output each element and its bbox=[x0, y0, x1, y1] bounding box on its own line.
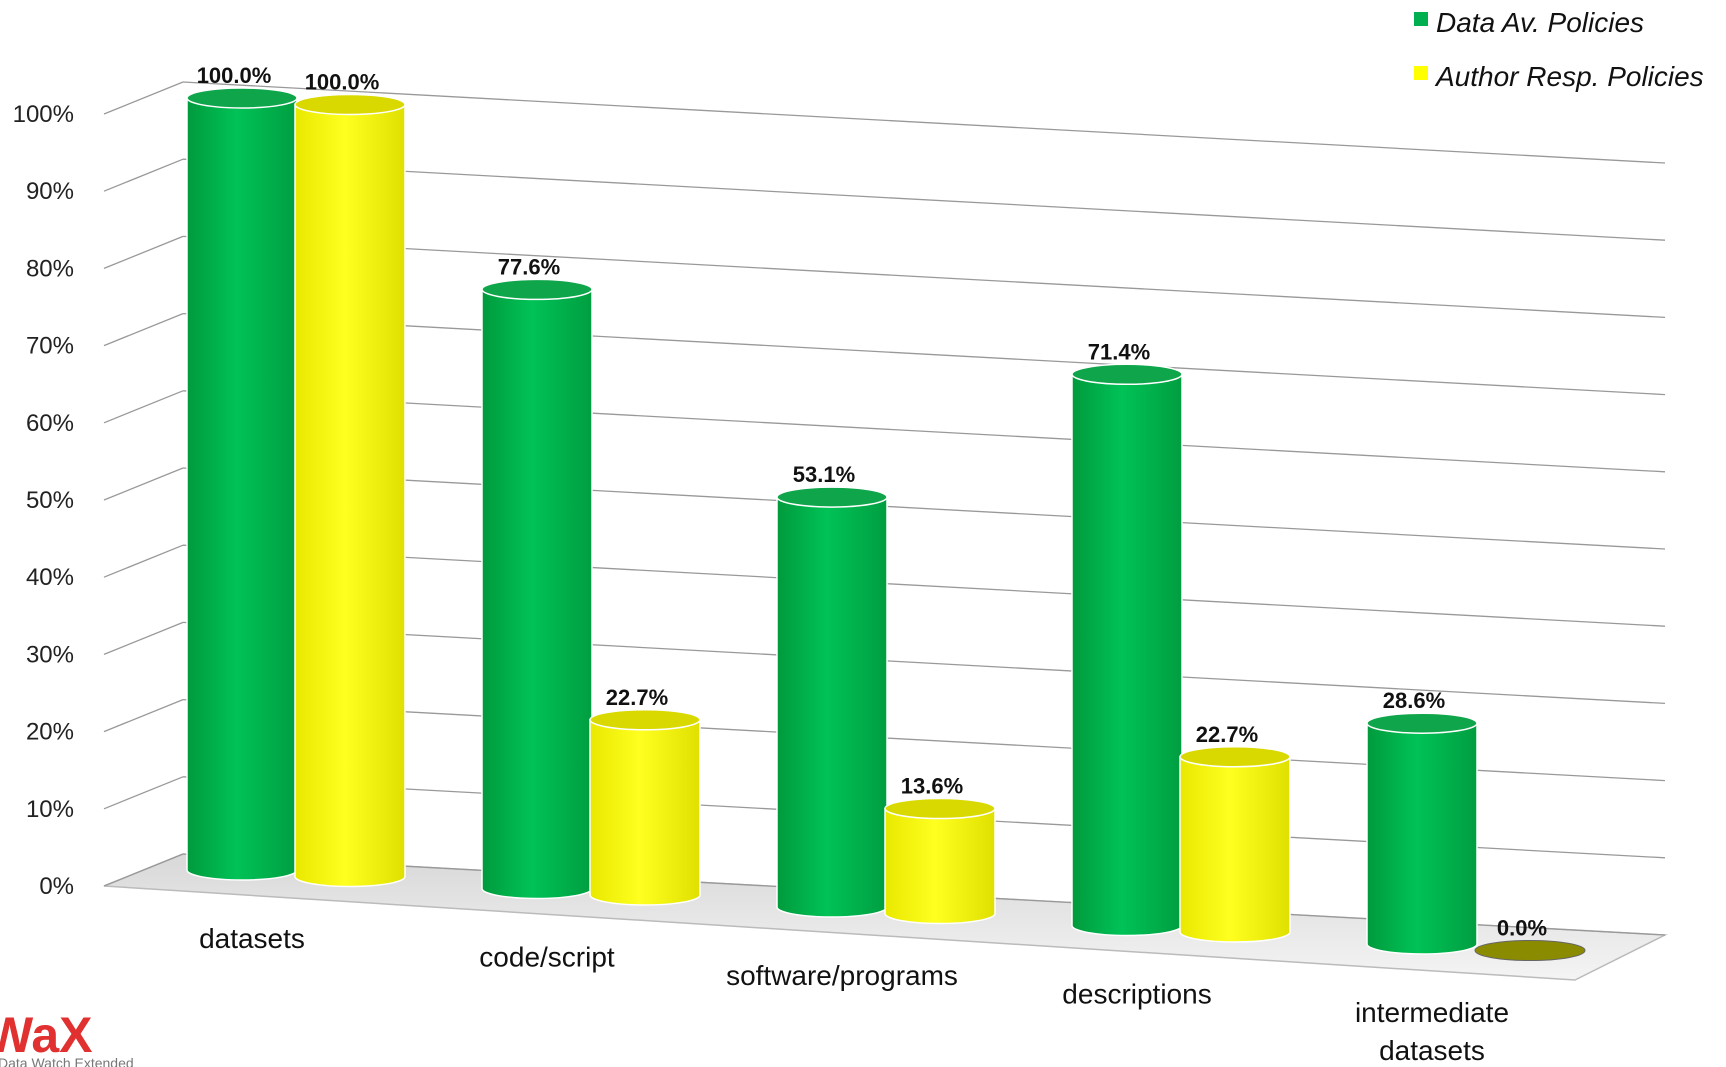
data-label: 22.7% bbox=[1196, 722, 1258, 747]
category-label: datasets bbox=[1379, 1035, 1485, 1066]
category-label: intermediate bbox=[1355, 997, 1509, 1028]
data-label: 71.4% bbox=[1088, 339, 1150, 364]
y-tick-label: 0% bbox=[39, 873, 74, 900]
grid-line-side bbox=[103, 544, 184, 578]
bar-body bbox=[589, 719, 701, 906]
bar-body bbox=[1071, 373, 1183, 937]
data-label: 100.0% bbox=[197, 63, 272, 88]
data-label: 0.0% bbox=[1497, 916, 1547, 941]
grid-line-side bbox=[103, 158, 184, 192]
bar bbox=[776, 486, 888, 918]
grid-line-back bbox=[182, 621, 1666, 705]
category-labels: datasets code/script software/programs desc… bbox=[199, 923, 1509, 1066]
bar-top bbox=[1179, 746, 1291, 768]
bar-body bbox=[1179, 756, 1291, 943]
grid-line-back bbox=[182, 467, 1666, 550]
grid-line-side bbox=[103, 853, 184, 887]
bar bbox=[1366, 712, 1478, 955]
grid-line-back bbox=[182, 81, 1666, 164]
bar-top bbox=[1071, 363, 1183, 386]
grid-line-back bbox=[182, 158, 1666, 241]
grid-line-back bbox=[182, 544, 1666, 627]
y-tick-label: 40% bbox=[26, 564, 74, 591]
category-label: software/programs bbox=[726, 960, 958, 991]
bar-body bbox=[481, 288, 593, 900]
category-label: datasets bbox=[199, 923, 305, 954]
grid-line-side bbox=[103, 390, 184, 424]
grid-line-back bbox=[182, 312, 1666, 396]
category-label: descriptions bbox=[1062, 979, 1211, 1010]
grid-line-back bbox=[182, 390, 1666, 473]
y-tick-label: 10% bbox=[26, 796, 74, 823]
bar bbox=[1474, 940, 1586, 961]
bar-top bbox=[186, 87, 298, 109]
data-label: 13.6% bbox=[901, 774, 963, 799]
data-label: 22.7% bbox=[606, 685, 668, 710]
bar-top bbox=[1366, 712, 1478, 734]
legend-label: Data Av. Policies bbox=[1436, 7, 1644, 38]
y-tick-label: 50% bbox=[26, 487, 74, 514]
bar bbox=[294, 93, 406, 888]
bar-top bbox=[776, 486, 888, 508]
y-tick-label: 80% bbox=[26, 255, 74, 282]
logo: WaX Data Watch Extended bbox=[0, 1007, 134, 1067]
bar bbox=[481, 278, 593, 900]
bar-top bbox=[589, 709, 701, 731]
grid-line-side bbox=[103, 776, 184, 810]
bar bbox=[884, 797, 996, 925]
bar-top bbox=[884, 797, 996, 820]
logo-text: WaX bbox=[0, 1007, 93, 1063]
y-tick-label: 70% bbox=[26, 333, 74, 360]
grid-line-side bbox=[103, 621, 184, 656]
grid-line-back bbox=[182, 235, 1666, 319]
bar-body bbox=[294, 103, 406, 888]
bar bbox=[1071, 363, 1183, 937]
bar-top bbox=[1474, 940, 1586, 961]
legend-swatch bbox=[1414, 66, 1428, 80]
bars bbox=[186, 87, 1586, 961]
bar-body bbox=[1366, 722, 1478, 955]
grid-line-side bbox=[103, 235, 184, 270]
grid-line-side bbox=[103, 467, 184, 501]
bar-top bbox=[294, 93, 406, 116]
data-label: 28.6% bbox=[1383, 688, 1445, 713]
bar-top bbox=[481, 278, 593, 301]
grid-line-side bbox=[103, 81, 184, 115]
bar bbox=[1179, 746, 1291, 943]
grid-line-side bbox=[103, 312, 184, 347]
y-axis-ticks: 0% 10% 20% 30% 40% 50% 60% 70% 80% 90% 100% bbox=[13, 101, 74, 900]
y-tick-label: 30% bbox=[26, 641, 74, 668]
grid-line-side bbox=[103, 698, 184, 733]
legend-label: Author Resp. Policies bbox=[1434, 61, 1704, 92]
bar bbox=[589, 709, 701, 906]
bar-body bbox=[186, 97, 298, 881]
data-label: 53.1% bbox=[793, 462, 855, 487]
bar-body bbox=[776, 496, 888, 918]
data-labels: 100.0% 100.0% 77.6% 22.7% 53.1% 13.6% 71.4% 22.… bbox=[197, 63, 1547, 941]
logo-subtitle: Data Watch Extended bbox=[0, 1055, 134, 1067]
bar bbox=[186, 87, 298, 881]
y-tick-label: 100% bbox=[13, 101, 74, 128]
legend: Data Av. Policies Author Resp. Policies bbox=[1414, 7, 1704, 92]
y-tick-label: 60% bbox=[26, 410, 74, 437]
y-tick-label: 20% bbox=[26, 719, 74, 746]
data-label: 77.6% bbox=[498, 254, 560, 279]
category-label: code/script bbox=[479, 942, 615, 973]
data-label: 100.0% bbox=[305, 70, 380, 95]
bar-body bbox=[884, 807, 996, 925]
y-tick-label: 90% bbox=[26, 178, 74, 205]
legend-swatch bbox=[1414, 12, 1428, 26]
